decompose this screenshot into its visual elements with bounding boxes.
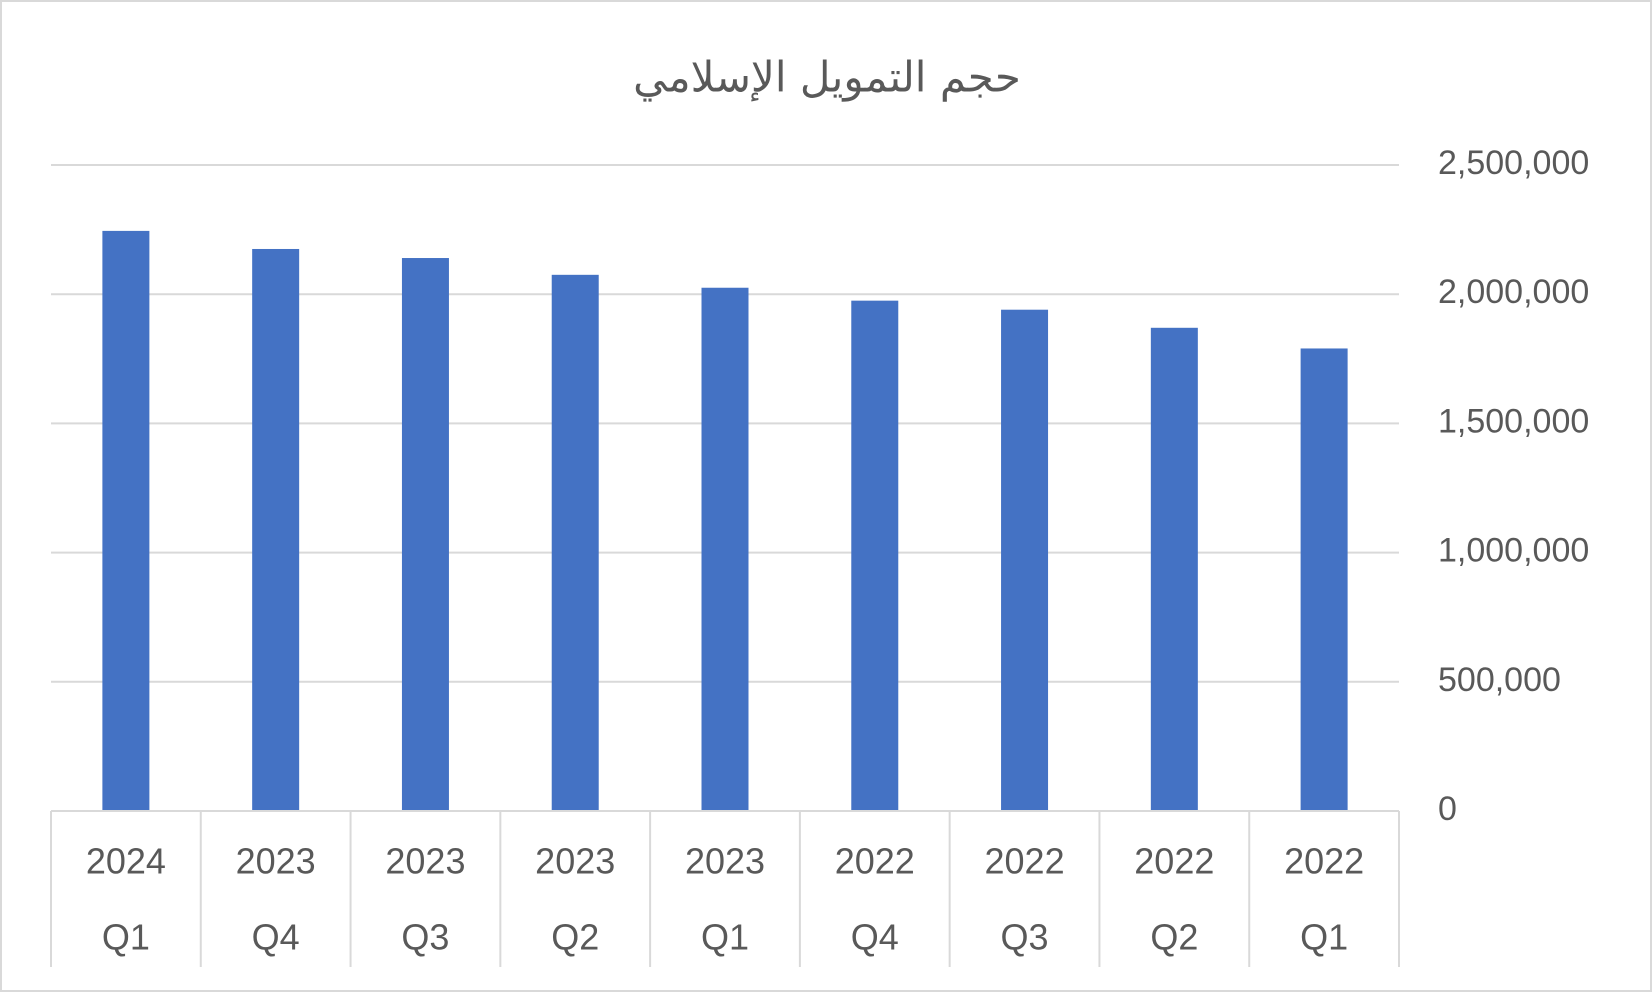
- y-tick-label: 0: [1438, 790, 1457, 828]
- bar: [1150, 327, 1198, 811]
- x-tick-label: Q4: [851, 917, 899, 958]
- y-tick-label: 500,000: [1438, 661, 1561, 699]
- bar: [551, 274, 599, 811]
- x-tick-label: Q1: [701, 917, 749, 958]
- x-tick-label: Q2: [551, 917, 599, 958]
- y-tick-label: 1,500,000: [1438, 402, 1589, 440]
- x-tick-label: Q3: [401, 917, 449, 958]
- y-tick-label: 2,000,000: [1438, 273, 1589, 311]
- x-tick-label: 2023: [535, 841, 615, 882]
- x-tick-label: 2022: [1134, 841, 1214, 882]
- x-tick-label: 2022: [1284, 841, 1364, 882]
- y-tick-label: 1,000,000: [1438, 532, 1589, 570]
- y-tick-label: 2,500,000: [1438, 144, 1589, 182]
- x-tick-label: 2023: [385, 841, 465, 882]
- bar: [1001, 309, 1049, 811]
- x-tick-label: Q1: [102, 917, 150, 958]
- bar: [401, 258, 449, 811]
- x-tick-label: 2024: [86, 841, 166, 882]
- bar: [252, 248, 300, 812]
- chart-title: حجم التمويل الإسلامي: [633, 53, 1021, 103]
- bar: [701, 287, 749, 811]
- x-tick-label: 2022: [985, 841, 1065, 882]
- x-tick-label: Q1: [1300, 917, 1348, 958]
- bar: [851, 300, 899, 811]
- x-tick-label: 2023: [236, 841, 316, 882]
- x-tick-label: Q2: [1150, 917, 1198, 958]
- x-tick-label: 2022: [835, 841, 915, 882]
- bar: [1300, 348, 1348, 811]
- x-tick-label: Q4: [252, 917, 300, 958]
- bar: [102, 230, 150, 812]
- x-tick-label: 2023: [685, 841, 765, 882]
- x-tick-label: Q3: [1001, 917, 1049, 958]
